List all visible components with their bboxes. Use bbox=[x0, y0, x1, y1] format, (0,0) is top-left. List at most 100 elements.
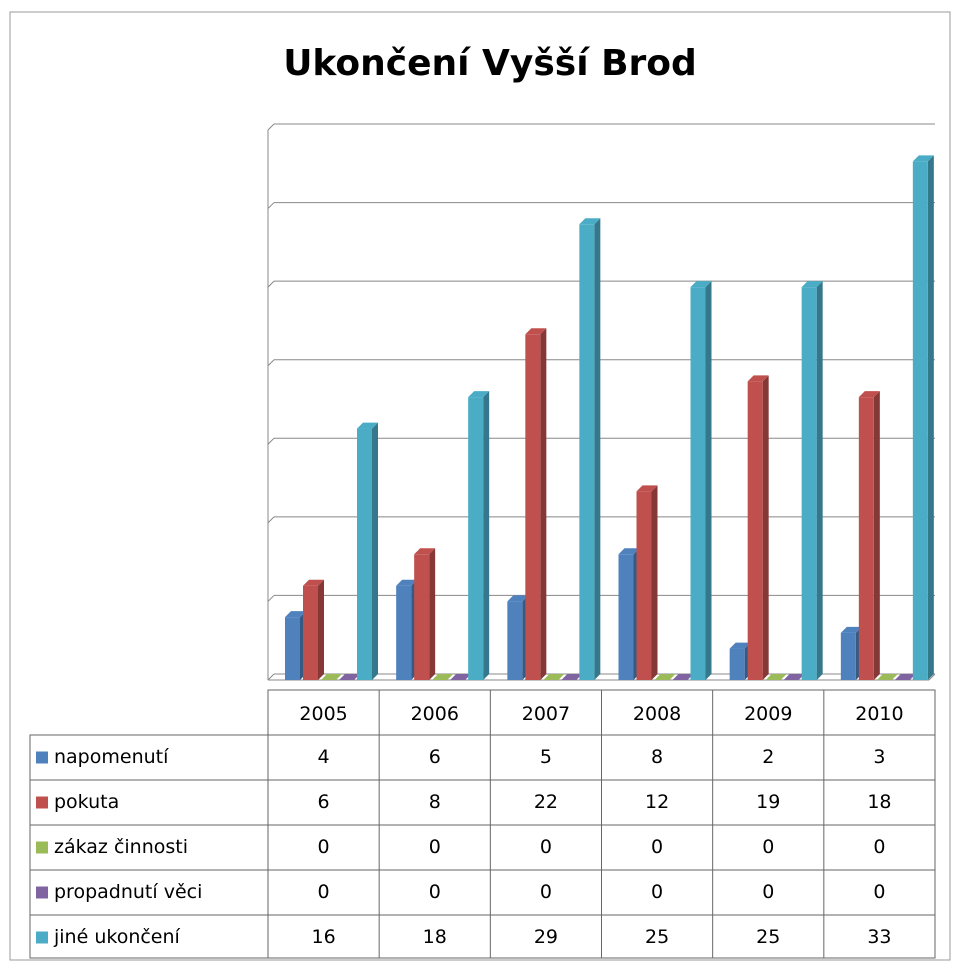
table-category: 2006 bbox=[411, 703, 459, 725]
table-value: 19 bbox=[756, 791, 780, 813]
bar bbox=[729, 648, 745, 680]
bar-top bbox=[579, 218, 601, 225]
bar bbox=[525, 334, 541, 680]
table-value: 0 bbox=[540, 881, 552, 903]
bar bbox=[303, 585, 318, 680]
bar-side bbox=[540, 328, 547, 680]
bar bbox=[747, 381, 763, 680]
bar bbox=[858, 397, 874, 680]
bar-side bbox=[705, 281, 712, 680]
bar bbox=[801, 287, 817, 680]
table-value: 8 bbox=[651, 746, 663, 768]
bar-side bbox=[372, 422, 378, 680]
bar-top bbox=[414, 548, 436, 555]
bar-top bbox=[690, 281, 712, 288]
table-value: 29 bbox=[534, 926, 558, 948]
bar-side bbox=[651, 485, 658, 680]
bar-top bbox=[543, 674, 565, 680]
bar-top bbox=[525, 328, 547, 335]
bar-top bbox=[396, 579, 418, 586]
table-value: 25 bbox=[756, 926, 780, 948]
bar-top bbox=[285, 611, 306, 618]
bar bbox=[579, 224, 595, 681]
legend-swatch bbox=[36, 886, 48, 899]
bar-side bbox=[762, 375, 769, 680]
bar-top bbox=[303, 579, 324, 586]
grid-line-stub bbox=[267, 516, 275, 524]
legend-label: napomenutí bbox=[54, 746, 169, 768]
bar-top bbox=[912, 155, 934, 162]
table-value: 4 bbox=[318, 746, 330, 768]
legend-label: jiné ukončení bbox=[53, 926, 181, 948]
grid-line-stub bbox=[267, 202, 275, 209]
bar-side bbox=[927, 155, 934, 680]
bar-side bbox=[483, 391, 490, 680]
bar bbox=[285, 617, 300, 680]
table-value: 8 bbox=[429, 791, 441, 813]
legend-label: zákaz činnosti bbox=[54, 836, 188, 858]
table-value: 0 bbox=[429, 836, 441, 858]
table-value: 6 bbox=[429, 746, 441, 768]
table-value: 5 bbox=[540, 746, 552, 768]
grid-line-stub bbox=[267, 123, 275, 131]
bar bbox=[690, 287, 706, 680]
table-category: 2009 bbox=[744, 703, 792, 725]
table-value: 6 bbox=[318, 791, 330, 813]
table-category: 2005 bbox=[299, 703, 347, 725]
bar-top bbox=[432, 674, 454, 680]
bar-top bbox=[858, 391, 880, 398]
grid-line-stub bbox=[267, 280, 275, 288]
bar-top bbox=[450, 674, 472, 680]
bar bbox=[636, 491, 652, 680]
table-value: 0 bbox=[651, 881, 663, 903]
grid-line-stub bbox=[267, 595, 275, 602]
table-value: 0 bbox=[318, 881, 330, 903]
bar-side bbox=[873, 391, 880, 680]
bar bbox=[912, 161, 928, 680]
table-value: 22 bbox=[534, 791, 558, 813]
table-value: 0 bbox=[540, 836, 552, 858]
legend-swatch bbox=[36, 751, 48, 764]
table-value: 0 bbox=[873, 836, 885, 858]
table-value: 0 bbox=[762, 881, 774, 903]
bar-top bbox=[654, 674, 676, 680]
bar-top bbox=[468, 391, 490, 398]
bar-top bbox=[339, 674, 360, 680]
table-value: 0 bbox=[318, 836, 330, 858]
table-value: 0 bbox=[651, 836, 663, 858]
bar-side bbox=[816, 281, 823, 680]
bar-top bbox=[618, 548, 640, 555]
table-value: 25 bbox=[645, 926, 669, 948]
table-category: 2008 bbox=[633, 703, 681, 725]
bar bbox=[618, 554, 634, 680]
bar-top bbox=[783, 674, 805, 680]
table-value: 18 bbox=[423, 926, 447, 948]
legend-swatch bbox=[36, 931, 48, 944]
table-body-frame bbox=[29, 734, 936, 959]
bar bbox=[507, 601, 523, 680]
bar-top bbox=[729, 642, 751, 649]
bar-top bbox=[561, 674, 583, 680]
table-value: 18 bbox=[867, 791, 891, 813]
table-value: 33 bbox=[867, 926, 891, 948]
table-value: 0 bbox=[429, 881, 441, 903]
legend-swatch bbox=[36, 841, 48, 854]
table-category: 2010 bbox=[855, 703, 903, 725]
table-value: 3 bbox=[873, 746, 885, 768]
table-value: 12 bbox=[645, 791, 669, 813]
bar-top bbox=[876, 674, 898, 680]
bar-top bbox=[894, 674, 916, 680]
bar bbox=[414, 554, 430, 680]
bar-top bbox=[672, 674, 694, 680]
bar-top bbox=[840, 626, 862, 633]
legend-label: pokuta bbox=[54, 791, 119, 813]
legend-label: propadnutí věci bbox=[54, 881, 202, 903]
bar-top bbox=[747, 375, 769, 382]
chart-title: Ukončení Vyšší Brod bbox=[283, 43, 697, 84]
bar-top bbox=[357, 422, 378, 429]
table-category: 2007 bbox=[522, 703, 570, 725]
bar-side bbox=[318, 579, 324, 680]
table-value: 0 bbox=[762, 836, 774, 858]
grid-line-stub bbox=[267, 673, 275, 681]
